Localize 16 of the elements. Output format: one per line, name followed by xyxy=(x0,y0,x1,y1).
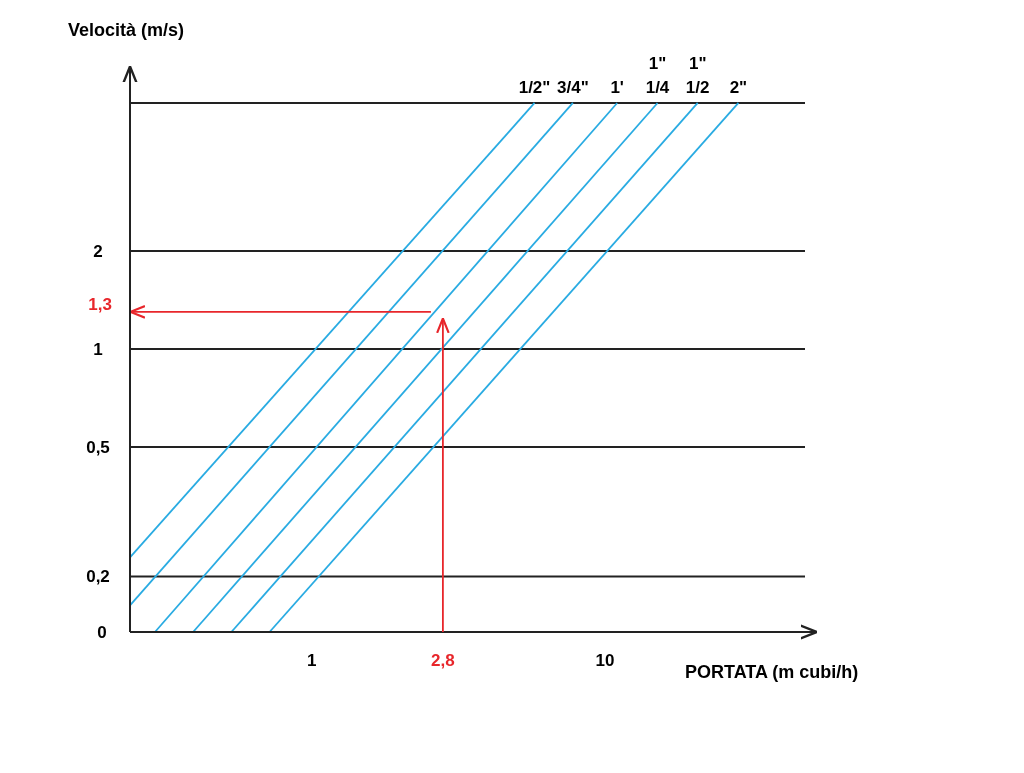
y-tick-label: 0,2 xyxy=(86,567,110,587)
y-tick-label: 0,5 xyxy=(86,437,110,457)
series-label: 1/2" xyxy=(518,77,551,97)
series-label: 3/4" xyxy=(557,77,589,97)
x-axis-title: PORTATA (m cubi/h) xyxy=(685,662,859,682)
ref-line-label: 2,8 xyxy=(431,651,455,670)
y-axis-title: Velocità (m/s) xyxy=(68,20,185,40)
series-label: 1' xyxy=(610,77,624,97)
y-tick-label: 2 xyxy=(93,242,103,261)
y-tick-label: 1 xyxy=(93,339,103,359)
series-label: 2" xyxy=(729,77,748,97)
y-tick-label: 0 xyxy=(97,623,107,642)
series-label: 1" 1/2 xyxy=(685,53,710,97)
series-label: 1" 1/4 xyxy=(645,53,670,97)
x-tick-label: 10 xyxy=(595,651,615,670)
ref-line-label: 1,3 xyxy=(88,294,112,314)
